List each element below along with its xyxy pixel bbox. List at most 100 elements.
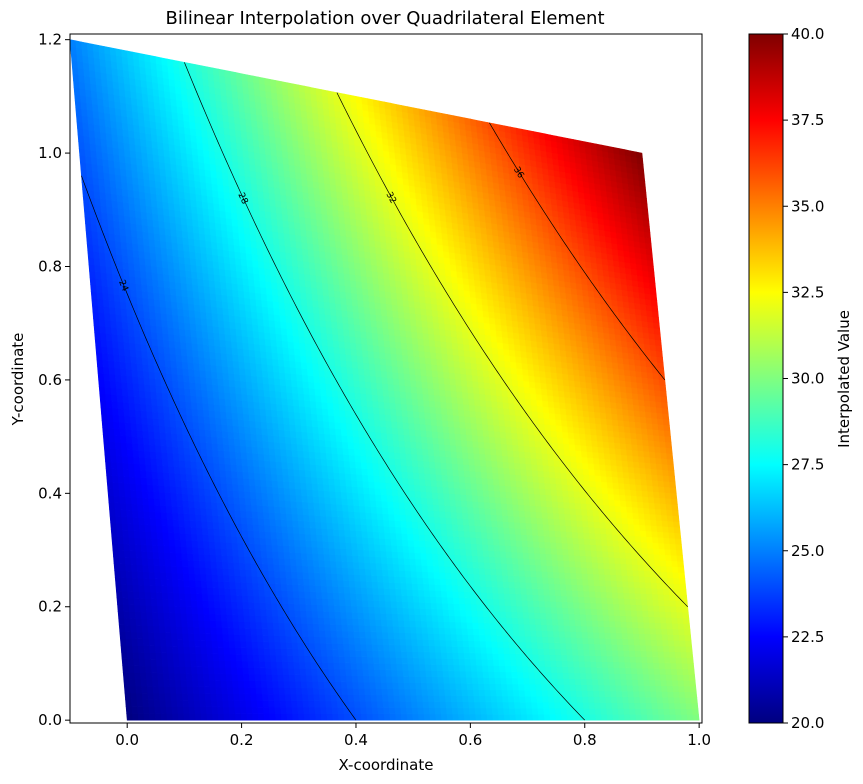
heatmap-cell [275, 80, 283, 89]
heatmap-cell [119, 361, 127, 370]
heatmap-cell [140, 544, 148, 553]
heatmap-cell [148, 238, 156, 248]
heatmap-cell [366, 713, 374, 721]
heatmap-cell [324, 314, 332, 322]
heatmap-cell [186, 414, 194, 423]
heatmap-cell [319, 502, 326, 511]
heatmap-cell [193, 297, 201, 306]
heatmap-cell [201, 527, 209, 536]
heatmap-cell [136, 363, 144, 372]
heatmap-cell [192, 679, 200, 688]
heatmap-cell [160, 306, 167, 315]
heatmap-cell [343, 266, 351, 275]
heatmap-cell [356, 287, 364, 295]
heatmap-cell [141, 417, 149, 426]
heatmap-cell [259, 472, 267, 481]
heatmap-cell [100, 272, 108, 281]
heatmap-cell [135, 685, 143, 694]
heatmap-cell [337, 397, 345, 405]
heatmap-cell [254, 350, 262, 358]
heatmap-cell [377, 463, 385, 471]
heatmap-cell [250, 504, 258, 513]
heatmap-cell [357, 549, 365, 557]
heatmap-cell [200, 713, 208, 721]
heatmap-cell [260, 674, 268, 682]
heatmap-cell [132, 249, 140, 259]
heatmap-cell [372, 531, 380, 539]
heatmap-cell [202, 600, 210, 608]
heatmap-cell [266, 293, 274, 302]
heatmap-cell [172, 652, 180, 661]
heatmap-cell [106, 481, 114, 490]
heatmap-cell [171, 242, 179, 251]
heatmap-cell [371, 512, 379, 520]
heatmap-cell [269, 390, 277, 398]
heatmap-cell [364, 381, 372, 389]
heatmap-cell [275, 519, 282, 527]
heatmap-cell [202, 402, 210, 411]
heatmap-cell [314, 388, 322, 397]
heatmap-cell [299, 469, 306, 477]
heatmap-cell [331, 516, 339, 524]
heatmap-cell [273, 313, 281, 322]
heatmap-cell [210, 364, 218, 373]
heatmap-cell [305, 482, 313, 491]
heatmap-cell [325, 452, 333, 461]
heatmap-cell [309, 400, 317, 409]
heatmap-cell [144, 457, 152, 466]
heatmap-cell [248, 349, 256, 358]
heatmap-cell [228, 314, 236, 323]
heatmap-cell [178, 519, 186, 528]
heatmap-cell [344, 473, 352, 481]
heatmap-cell [263, 453, 271, 462]
heatmap-cell [326, 649, 334, 657]
heatmap-cell [257, 324, 265, 333]
heatmap-cell [315, 713, 322, 721]
heatmap-cell [251, 253, 259, 262]
heatmap-cell [296, 437, 304, 445]
heatmap-cell [204, 626, 212, 635]
heatmap-cell [121, 321, 129, 330]
heatmap-cell [307, 629, 315, 638]
heatmap-cell [168, 599, 175, 607]
heatmap-cell [197, 673, 205, 681]
heatmap-cell [372, 406, 380, 415]
heatmap-cell [353, 637, 361, 645]
heatmap-cell [125, 631, 133, 640]
heatmap-cell [305, 419, 313, 427]
heatmap-cell [284, 564, 292, 573]
heatmap-cell [280, 448, 288, 457]
heatmap-cell [144, 591, 152, 600]
heatmap-cell [156, 259, 163, 268]
heatmap-cell [217, 581, 225, 589]
heatmap-cell [124, 482, 131, 491]
heatmap-cell [297, 386, 305, 395]
heatmap-cell [192, 349, 200, 358]
heatmap-cell [330, 566, 338, 575]
heatmap-cell [156, 665, 164, 674]
heatmap-cell [127, 389, 135, 398]
heatmap-cell [262, 376, 270, 385]
heatmap-cell [301, 694, 309, 702]
heatmap-cell [287, 661, 295, 669]
heatmap-cell [168, 340, 176, 349]
heatmap-cell [227, 237, 235, 246]
heatmap-cell [177, 639, 185, 647]
heatmap-cell [280, 327, 288, 336]
heatmap-cell [282, 283, 290, 292]
heatmap-cell [296, 380, 304, 388]
heatmap-cell [233, 244, 241, 253]
heatmap-cell [147, 558, 155, 566]
heatmap-cell [92, 311, 100, 320]
heatmap-cell [303, 450, 310, 459]
heatmap-cell [183, 447, 191, 456]
heatmap-cell [371, 388, 379, 396]
heatmap-cell [405, 701, 413, 708]
heatmap-cell [165, 439, 173, 448]
heatmap-cell [287, 334, 294, 343]
heatmap-cell [120, 308, 128, 317]
heatmap-cell [140, 477, 148, 486]
heatmap-cell [123, 611, 131, 619]
heatmap-cell [212, 587, 220, 596]
heatmap-cell [144, 324, 152, 333]
